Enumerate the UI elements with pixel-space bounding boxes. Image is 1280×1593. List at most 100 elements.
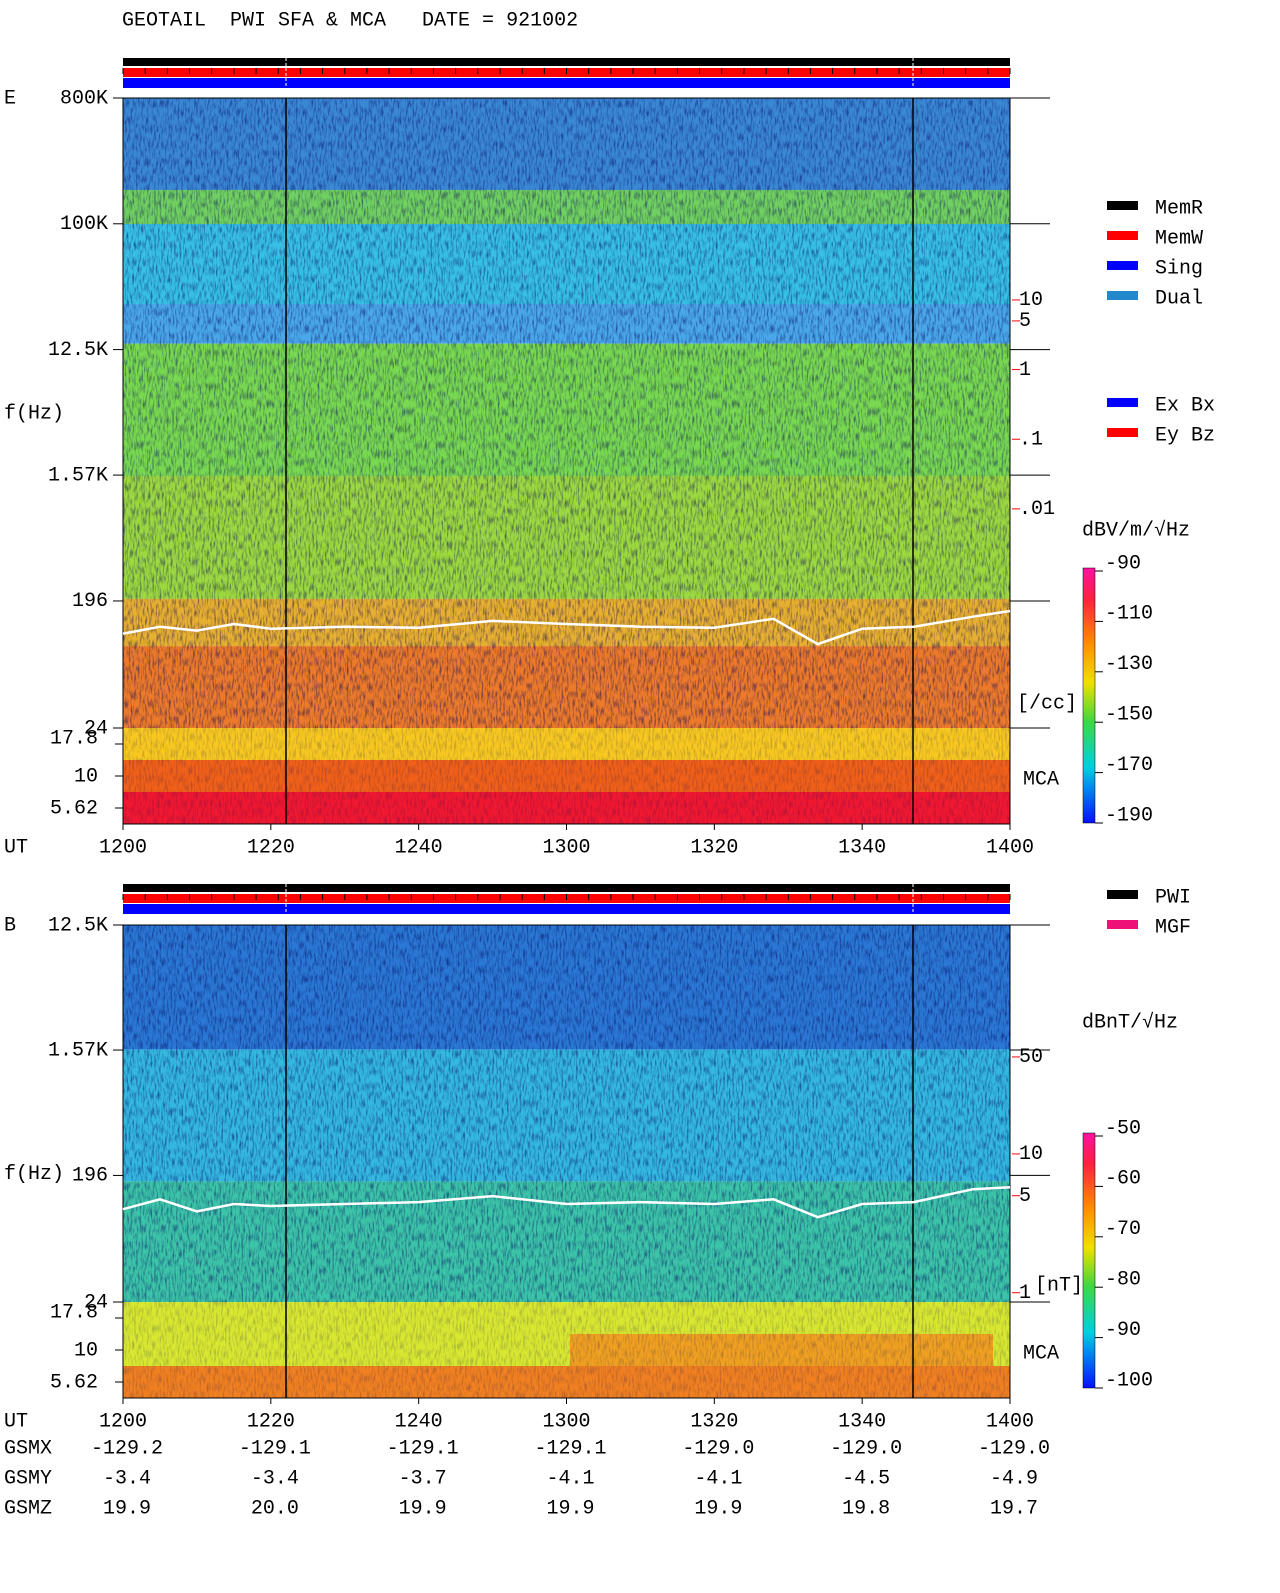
status-bar [123,904,1010,914]
mca-channel-label: 17.8 [50,1301,98,1324]
panel-label: B [4,914,16,937]
right-tick-label: 50 [1019,1046,1043,1069]
legend-label: Ex Bx [1155,394,1215,417]
legend-label: Dual [1155,287,1203,310]
y-tick-label: 800K [60,87,108,110]
panel [122,58,1011,825]
orbit-value: -4.9 [990,1467,1038,1490]
colorbar-unit: dBV/m/√Hz [1082,518,1190,542]
orbit-value: -4.1 [546,1467,594,1490]
legend-swatch [1107,201,1138,210]
y-tick-label: 24 [84,1291,108,1314]
orbit-value: 20.0 [251,1497,299,1520]
legend-label: MemR [1155,197,1203,220]
colorbar-unit: dBnT/√Hz [1082,1010,1178,1034]
orbit-value: -129.1 [534,1437,606,1460]
figure-title: GEOTAIL PWI SFA & MCA DATE = 921002 [122,9,578,32]
y-tick-label: 12.5K [48,914,108,937]
y-tick-label: 100K [60,213,108,236]
legend-swatch [1107,398,1138,407]
mca-texture [123,728,1010,824]
orbit-row-label: GSMZ [4,1497,52,1520]
x-tick-label: 1320 [690,836,738,859]
legend-swatch [1107,920,1138,929]
legend-swatch [1107,428,1138,437]
x-axis-label: UT [4,1410,28,1433]
legend-label: PWI [1155,886,1191,909]
orbit-value: -129.0 [682,1437,754,1460]
right-tick-label: 10 [1019,1143,1043,1166]
spectrogram-texture [123,98,1010,728]
mca-label: MCA [1023,1342,1059,1365]
orbit-value: 19.9 [103,1497,151,1520]
orbit-value: -129.0 [830,1437,902,1460]
legend-label: Ey Bz [1155,424,1215,447]
orbit-value: 19.9 [399,1497,447,1520]
orbit-value: -129.1 [239,1437,311,1460]
x-tick-label: 1220 [247,1410,295,1433]
right-tick-label: 1 [1019,1282,1031,1305]
colorbar-tick-label: -80 [1105,1268,1141,1291]
right-tick-label: 10 [1019,289,1043,312]
y-tick-label: 1.57K [48,464,108,487]
x-tick-label: 1340 [838,836,886,859]
orbit-value: -129.2 [91,1437,163,1460]
frequency-line [122,609,1011,646]
colorbar-tick-label: -110 [1105,603,1153,626]
status-bar [123,78,1010,88]
right-axis-unit: [nT] [1035,1274,1083,1297]
orbit-row-label: GSMX [4,1437,52,1460]
colorbar-tick-label: -50 [1105,1117,1141,1140]
orbit-value: 19.7 [990,1497,1038,1520]
y-tick-label: 196 [72,1165,108,1188]
x-tick-label: 1340 [838,1410,886,1433]
legend-swatch [1107,291,1138,300]
x-tick-label: 1200 [99,1410,147,1433]
spectrogram-texture [123,925,1010,1302]
colorbar [1082,1132,1096,1389]
x-tick-label: 1240 [395,836,443,859]
mca-texture [123,1302,1010,1398]
mca-channel-label: 10 [74,765,98,788]
right-tick-label: .1 [1019,429,1043,452]
legend-swatch [1107,890,1138,899]
y-axis-label: f(Hz) [4,402,64,425]
frequency-line [122,1186,1011,1219]
legend-label: MemW [1155,227,1203,250]
orbit-value: -129.0 [978,1437,1050,1460]
legend-label: MGF [1155,916,1191,939]
right-tick-label: .01 [1019,498,1055,521]
y-tick-label: 196 [72,590,108,613]
y-tick-label: 12.5K [48,339,108,362]
colorbar-tick-label: -60 [1105,1168,1141,1191]
x-tick-label: 1400 [986,1410,1034,1433]
orbit-value: -4.1 [694,1467,742,1490]
orbit-row-label: GSMY [4,1467,52,1490]
y-tick-label: 24 [84,717,108,740]
colorbar-tick-label: -90 [1105,1319,1141,1342]
colorbar-tick-label: -150 [1105,703,1153,726]
x-tick-label: 1220 [247,836,295,859]
status-bar [123,58,1010,66]
x-tick-label: 1400 [986,836,1034,859]
right-tick-label: 5 [1019,1185,1031,1208]
mca-channel-label: 5.62 [50,797,98,820]
orbit-value: -3.4 [103,1467,151,1490]
x-axis-label: UT [4,836,28,859]
orbit-value: 19.9 [694,1497,742,1520]
colorbar-tick-label: -70 [1105,1218,1141,1241]
colorbar-tick-label: -190 [1105,804,1153,827]
orbit-value: 19.9 [546,1497,594,1520]
x-tick-label: 1200 [99,836,147,859]
x-tick-label: 1300 [542,1410,590,1433]
colorbar-tick-label: -170 [1105,754,1153,777]
y-axis-label: f(Hz) [4,1163,64,1186]
legend-swatch [1107,231,1138,240]
legend-label: Sing [1155,257,1203,280]
orbit-value: -3.7 [399,1467,447,1490]
status-bar [123,884,1010,892]
mca-channel-label: 5.62 [50,1371,98,1394]
orbit-value: -4.5 [842,1467,890,1490]
x-tick-label: 1300 [542,836,590,859]
